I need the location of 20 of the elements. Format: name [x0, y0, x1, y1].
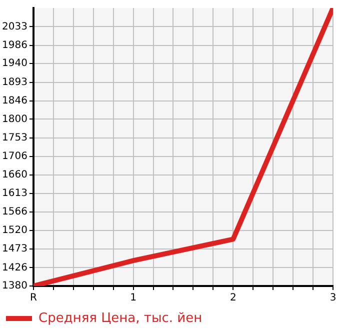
y-tick-label: 1473 — [2, 244, 28, 255]
y-tick-label: 2033 — [2, 21, 28, 32]
y-tick-label: 1940 — [2, 58, 28, 70]
y-tick-label: 1613 — [2, 188, 28, 200]
y-tick-label: 1380 — [2, 280, 28, 292]
x-tick-label: 2 — [230, 292, 236, 304]
y-tick-label: 1426 — [2, 262, 28, 274]
y-tick-label: 1846 — [2, 96, 28, 107]
legend-label: Средняя Цена, тыс. йен — [38, 310, 202, 326]
x-tick-label: 1 — [130, 292, 136, 304]
y-tick-label: 1566 — [2, 206, 28, 218]
y-tick-label: 1986 — [2, 40, 28, 51]
x-tick-label: R — [30, 292, 37, 304]
y-tick-label: 1706 — [2, 151, 28, 162]
y-tick-label: 1800 — [2, 114, 28, 125]
y-tick-label: 1660 — [2, 169, 28, 180]
y-tick-label: 1893 — [2, 76, 28, 88]
y-tick-label: 1753 — [2, 132, 28, 144]
y-tick-label: 1520 — [2, 224, 28, 236]
x-tick-label: 3 — [330, 292, 336, 304]
